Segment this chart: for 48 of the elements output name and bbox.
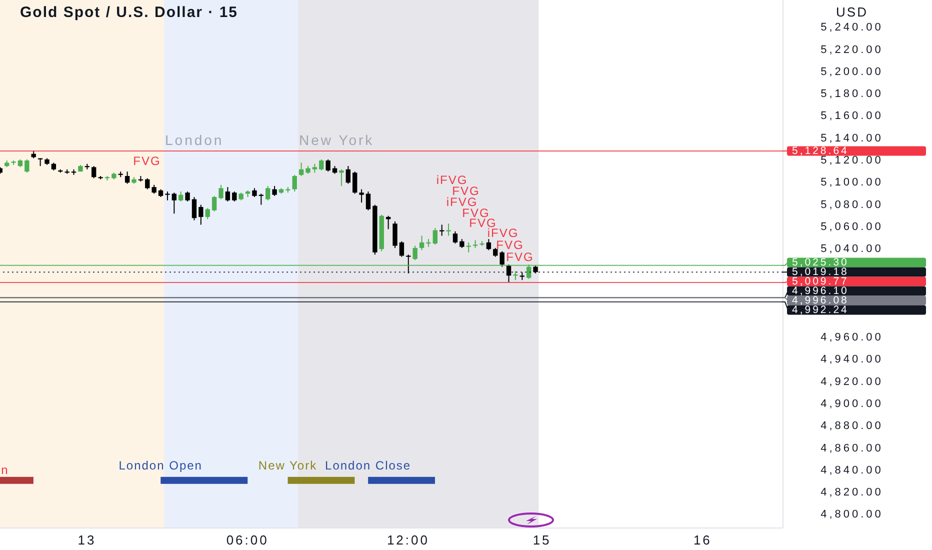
- y-tick-label: 5,160.00: [820, 110, 884, 122]
- annotation: FVG: [133, 154, 161, 168]
- ref-line-label: 4,992.24: [792, 304, 849, 316]
- annotation: n: [1, 463, 9, 477]
- annotation: FVG: [506, 250, 534, 264]
- chart-title: Gold Spot / U.S. Dollar · 15: [20, 4, 238, 21]
- y-tick-label: 5,100.00: [820, 176, 884, 189]
- y-tick-label: 5,120.00: [820, 154, 884, 167]
- ref-line-label: 5,019.18: [792, 266, 849, 278]
- y-tick-label: 4,960.00: [820, 332, 884, 344]
- annotation: FVG: [452, 184, 480, 198]
- x-tick-label: 12:00: [386, 532, 430, 548]
- annotation: FVG: [496, 238, 524, 252]
- x-tick-label: 06:00: [226, 532, 269, 548]
- y-tick-label: 5,060.00: [820, 220, 884, 233]
- ref-line-label: 4,996.08: [792, 294, 849, 306]
- y-tick-label: 4,840.00: [820, 464, 884, 476]
- ref-line-label: 5,009.77: [792, 275, 849, 288]
- y-tick-label: 4,860.00: [820, 442, 884, 454]
- annotation: London: [165, 132, 224, 148]
- series-label: London Close: [325, 458, 412, 472]
- x-tick-label: 16: [693, 532, 712, 548]
- annotation: iFVG: [436, 173, 468, 187]
- y-tick-label: 5,180.00: [820, 88, 884, 100]
- annotation: iFVG: [487, 226, 519, 240]
- annotation: New York: [299, 132, 374, 148]
- ref-line-label: 5,025.30: [792, 256, 849, 268]
- x-tick-label: 15: [532, 532, 552, 548]
- y-tick-label: 4,900.00: [820, 398, 884, 410]
- y-tick-label: 5,040.00: [820, 243, 884, 256]
- y-tick-label: 4,820.00: [820, 486, 884, 499]
- y-tick-label: 5,080.00: [820, 198, 884, 211]
- y-tick-label: 4,880.00: [820, 420, 884, 432]
- y-tick-label: 5,240.00: [820, 22, 884, 34]
- ref-line-label: 4,996.10: [792, 284, 849, 297]
- y-tick-label: 5,200.00: [820, 66, 884, 78]
- y-tick-label: 5,220.00: [820, 44, 884, 56]
- series-label: New York: [258, 458, 318, 472]
- series-label: London Open: [118, 458, 202, 472]
- x-tick-label: 13: [78, 532, 96, 548]
- y-tick-label: 4,800.00: [820, 508, 884, 521]
- y-tick-label: 4,920.00: [820, 376, 884, 388]
- y-axis-title: USD: [836, 4, 868, 20]
- annotation: iFVG: [446, 195, 478, 209]
- y-tick-label: 5,140.00: [820, 132, 884, 144]
- annotation: FVG: [462, 206, 490, 220]
- y-tick-label: 4,940.00: [820, 354, 884, 366]
- ref-line-label: 5,128.64: [792, 144, 849, 157]
